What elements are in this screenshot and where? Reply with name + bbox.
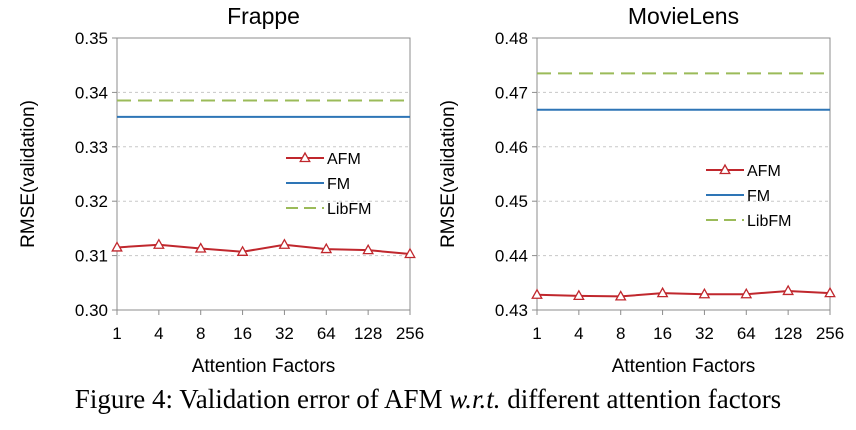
x-tick-label: 16	[233, 324, 252, 343]
x-tick-label: 128	[354, 324, 382, 343]
data-point-afm	[782, 284, 795, 296]
figure-caption: Figure 4: Validation error of AFM w.r.t.…	[0, 384, 856, 415]
y-tick-label: 0.44	[495, 247, 528, 266]
y-axis-label: RMSE(validation)	[438, 100, 459, 248]
chart-title: MovieLens	[628, 3, 739, 29]
data-point-afm	[572, 289, 585, 301]
x-tick-label: 256	[396, 324, 424, 343]
series-line-afm	[116, 243, 411, 255]
y-tick-label: 0.31	[75, 247, 108, 266]
legend-label-fm: FM	[327, 176, 350, 193]
x-tick-label: 64	[317, 324, 336, 343]
data-point-afm	[698, 287, 711, 299]
caption-emphasis: w.r.t.	[449, 384, 501, 414]
data-point-afm	[236, 245, 249, 256]
legend-marker-afm	[719, 163, 731, 175]
data-point-afm	[194, 242, 207, 253]
legend-label-afm: AFM	[747, 163, 781, 180]
x-axis-label: Attention Factors	[612, 356, 756, 377]
y-tick-label: 0.47	[495, 83, 528, 102]
data-point-afm	[152, 238, 165, 249]
legend-label-libfm: LibFM	[747, 213, 791, 230]
x-tick-label: 1	[112, 324, 121, 343]
legend-marker-afm	[299, 151, 311, 163]
x-tick-label: 64	[737, 324, 756, 343]
chart-1: 0.43 0.44 0.45 0.46 0.47 0.48 1 4 8 16 32 64 128 256 M…	[438, 3, 844, 377]
legend: AFM FM LibFM	[706, 163, 791, 230]
x-axis-label: Attention Factors	[192, 356, 336, 377]
y-tick-label: 0.30	[75, 301, 108, 320]
figure: 0.30 0.31 0.32 0.33 0.34 0.35 1 4 8 16 32 64 128 256 F…	[18, 3, 844, 377]
x-tick-label: 4	[154, 324, 163, 343]
x-tick-label: 256	[816, 324, 844, 343]
legend-label-libfm: LibFM	[327, 201, 371, 218]
caption-suffix: different attention factors	[500, 384, 782, 414]
data-point-afm	[824, 286, 836, 298]
x-tick-label: 32	[695, 324, 714, 343]
data-point-afm	[404, 247, 416, 259]
x-tick-label: 4	[574, 324, 583, 343]
chart-0: 0.30 0.31 0.32 0.33 0.34 0.35 1 4 8 16 32 64 128 256 F…	[18, 3, 424, 377]
caption-prefix: Figure 4: Validation error of AFM	[74, 384, 450, 414]
plot-frame	[536, 37, 831, 311]
plot-frame	[116, 37, 411, 311]
y-tick-label: 0.35	[75, 29, 108, 48]
y-tick-label: 0.32	[75, 192, 108, 211]
x-tick-label: 32	[275, 324, 294, 343]
data-point-afm	[320, 242, 333, 254]
data-point-afm	[362, 243, 375, 255]
legend-label-fm: FM	[747, 188, 770, 205]
x-tick-label: 8	[616, 324, 625, 343]
y-axis-label: RMSE(validation)	[18, 100, 39, 248]
x-tick-label: 128	[774, 324, 802, 343]
data-point-afm	[656, 286, 669, 298]
y-tick-label: 0.34	[75, 83, 108, 102]
data-point-afm	[531, 288, 543, 299]
legend-label-afm: AFM	[327, 151, 361, 168]
x-tick-label: 8	[196, 324, 205, 343]
y-tick-label: 0.45	[495, 192, 528, 211]
y-tick-label: 0.46	[495, 138, 528, 157]
x-tick-label: 1	[532, 324, 541, 343]
y-tick-label: 0.33	[75, 138, 108, 157]
chart-title: Frappe	[227, 3, 300, 29]
series-line-afm	[536, 289, 831, 298]
y-tick-label: 0.48	[495, 29, 528, 48]
data-point-afm	[278, 238, 291, 249]
data-point-afm	[111, 241, 123, 252]
data-point-afm	[614, 290, 627, 301]
legend: AFM FM LibFM	[286, 151, 371, 218]
data-point-afm	[740, 287, 753, 299]
y-tick-label: 0.43	[495, 301, 528, 320]
x-tick-label: 16	[653, 324, 672, 343]
